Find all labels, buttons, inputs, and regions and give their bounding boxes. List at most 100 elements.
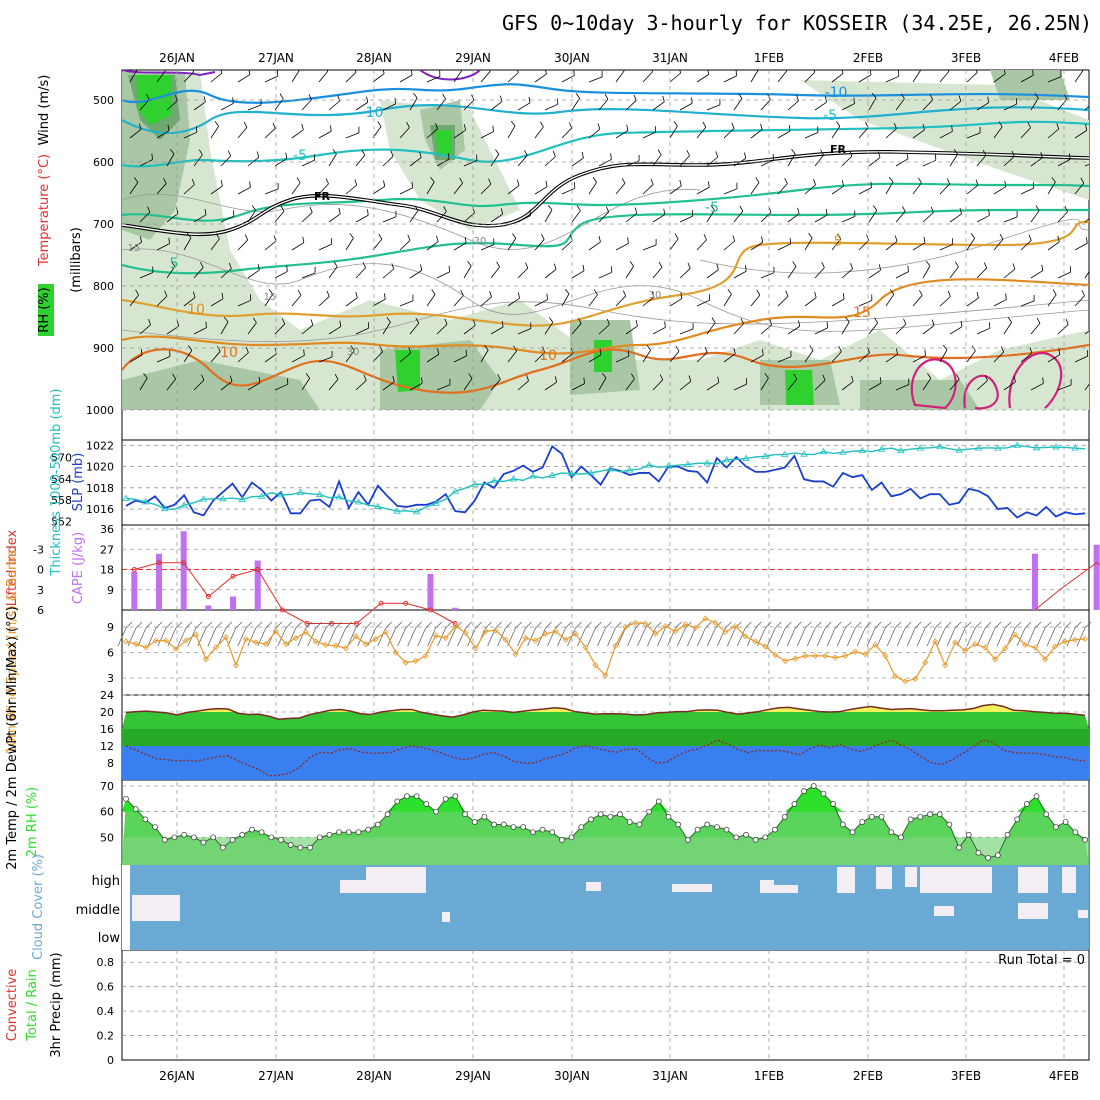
wind-barb bbox=[696, 352, 708, 363]
rh-marker bbox=[898, 834, 904, 841]
wind-barb-flag bbox=[923, 236, 926, 243]
wind-barb-10m-flag bbox=[305, 621, 313, 629]
wind-barb bbox=[976, 327, 990, 335]
wind-barb bbox=[976, 215, 990, 223]
wind-barb bbox=[939, 183, 951, 195]
cape-bar bbox=[230, 596, 237, 610]
wind-barb bbox=[993, 186, 1007, 195]
wind-barb-flag bbox=[245, 346, 249, 353]
rh-marker bbox=[1043, 811, 1050, 818]
wind-barb-10m bbox=[637, 627, 646, 647]
wind-barb-flag bbox=[215, 233, 220, 240]
wind-barb bbox=[750, 70, 759, 83]
wind-barb bbox=[777, 70, 787, 83]
cape-bar bbox=[452, 607, 459, 610]
wind-barb-10m bbox=[866, 627, 876, 647]
wind-barb bbox=[1057, 211, 1068, 223]
wind-barb-10m bbox=[826, 627, 836, 647]
wind-barb-flag bbox=[171, 261, 176, 267]
wind-barb-10m bbox=[127, 627, 137, 647]
wind-barb-10m-flag bbox=[705, 621, 712, 629]
wind-barb bbox=[463, 378, 473, 391]
rh-marker bbox=[200, 839, 207, 846]
wind-barb bbox=[210, 351, 221, 363]
rh-marker bbox=[491, 821, 497, 828]
wind-barb bbox=[615, 355, 629, 363]
wind-barb bbox=[382, 216, 397, 223]
wind-barb bbox=[976, 155, 987, 167]
wind-barb-10m bbox=[1046, 627, 1056, 647]
wind-barb bbox=[453, 295, 464, 307]
wind-barb-flag bbox=[760, 123, 763, 130]
wind-barb bbox=[949, 100, 962, 111]
wind-barb bbox=[139, 272, 154, 279]
rh-marker bbox=[810, 783, 817, 789]
temperature-contour bbox=[122, 70, 216, 77]
cloud-clear bbox=[672, 884, 712, 892]
rh-marker bbox=[1062, 819, 1069, 825]
wind-barb-flag bbox=[622, 290, 627, 297]
wind-barb bbox=[912, 355, 926, 363]
wind-barb bbox=[193, 267, 204, 279]
wind-barb bbox=[382, 381, 395, 391]
wind-barb-flag bbox=[959, 208, 962, 215]
date-label-top: 26JAN bbox=[159, 51, 195, 65]
wind-barb-10m-flag bbox=[884, 621, 892, 629]
wind10m-marker bbox=[842, 652, 849, 659]
freezing-label: FR bbox=[314, 190, 331, 203]
wind-barb bbox=[642, 296, 655, 307]
rh-marker bbox=[462, 811, 468, 818]
wind-barb-flag bbox=[762, 349, 764, 356]
wind-barb-flag bbox=[1005, 293, 1007, 300]
cape-bar bbox=[254, 560, 261, 610]
wind-barb-flag bbox=[573, 70, 575, 76]
wind-barb-10m bbox=[577, 627, 586, 647]
wind-barb-10m bbox=[237, 627, 247, 647]
wind-barb bbox=[841, 155, 853, 167]
precip-total-label: Total / Rain bbox=[25, 969, 40, 1042]
wind-barb-10m-flag bbox=[355, 621, 363, 629]
wind-barb bbox=[544, 156, 556, 167]
wind-barb bbox=[750, 182, 760, 195]
wind-barb-flag bbox=[526, 375, 529, 381]
wind-barb-flag bbox=[355, 291, 358, 298]
temp-tick: 24 bbox=[100, 689, 114, 702]
wind-barb-flag bbox=[627, 237, 629, 244]
wind-barb-10m-flag bbox=[325, 621, 333, 629]
wind-barb-10m bbox=[966, 627, 976, 647]
wind10m-marker bbox=[452, 623, 459, 630]
cloud-clear bbox=[920, 867, 992, 893]
wind-barb-flag bbox=[552, 150, 556, 157]
wind-barb bbox=[544, 103, 558, 111]
wind-barb-flag bbox=[1090, 374, 1093, 379]
wind-barb bbox=[922, 159, 936, 167]
wind-barb-10m bbox=[1066, 627, 1076, 647]
precip-tick: 0.4 bbox=[97, 1005, 115, 1018]
wind-barb-10m bbox=[896, 627, 906, 647]
cape-bar bbox=[131, 571, 138, 610]
wind-barb-10m-flag bbox=[235, 621, 243, 629]
wind-barb bbox=[642, 244, 657, 251]
wind-barb bbox=[750, 354, 764, 363]
wind10m-marker bbox=[372, 635, 379, 642]
wind-barb-10m-flag bbox=[265, 621, 273, 629]
wind-barb-10m-flag bbox=[245, 621, 253, 629]
wind-barb-flag bbox=[874, 317, 878, 324]
wind-barb bbox=[679, 102, 693, 111]
rh-axis-label: RH (%) bbox=[37, 287, 52, 332]
wind-barb-flag bbox=[568, 122, 573, 129]
li-marker bbox=[279, 607, 285, 613]
wind-barb bbox=[382, 321, 391, 335]
wind10m-marker bbox=[152, 637, 160, 644]
wind-barb-flag bbox=[139, 236, 142, 243]
wind-barb-10m bbox=[617, 627, 626, 647]
rh-marker bbox=[830, 801, 836, 807]
cloud-clear bbox=[768, 885, 798, 893]
wind-barb-flag bbox=[651, 291, 655, 298]
slp-tick: 1020 bbox=[86, 461, 114, 474]
wind-barb-flag bbox=[326, 290, 330, 297]
wind-barb bbox=[156, 243, 170, 251]
warm-contour bbox=[1008, 352, 1063, 409]
wind-barb-flag bbox=[715, 151, 719, 158]
rh-marker bbox=[1082, 837, 1088, 843]
